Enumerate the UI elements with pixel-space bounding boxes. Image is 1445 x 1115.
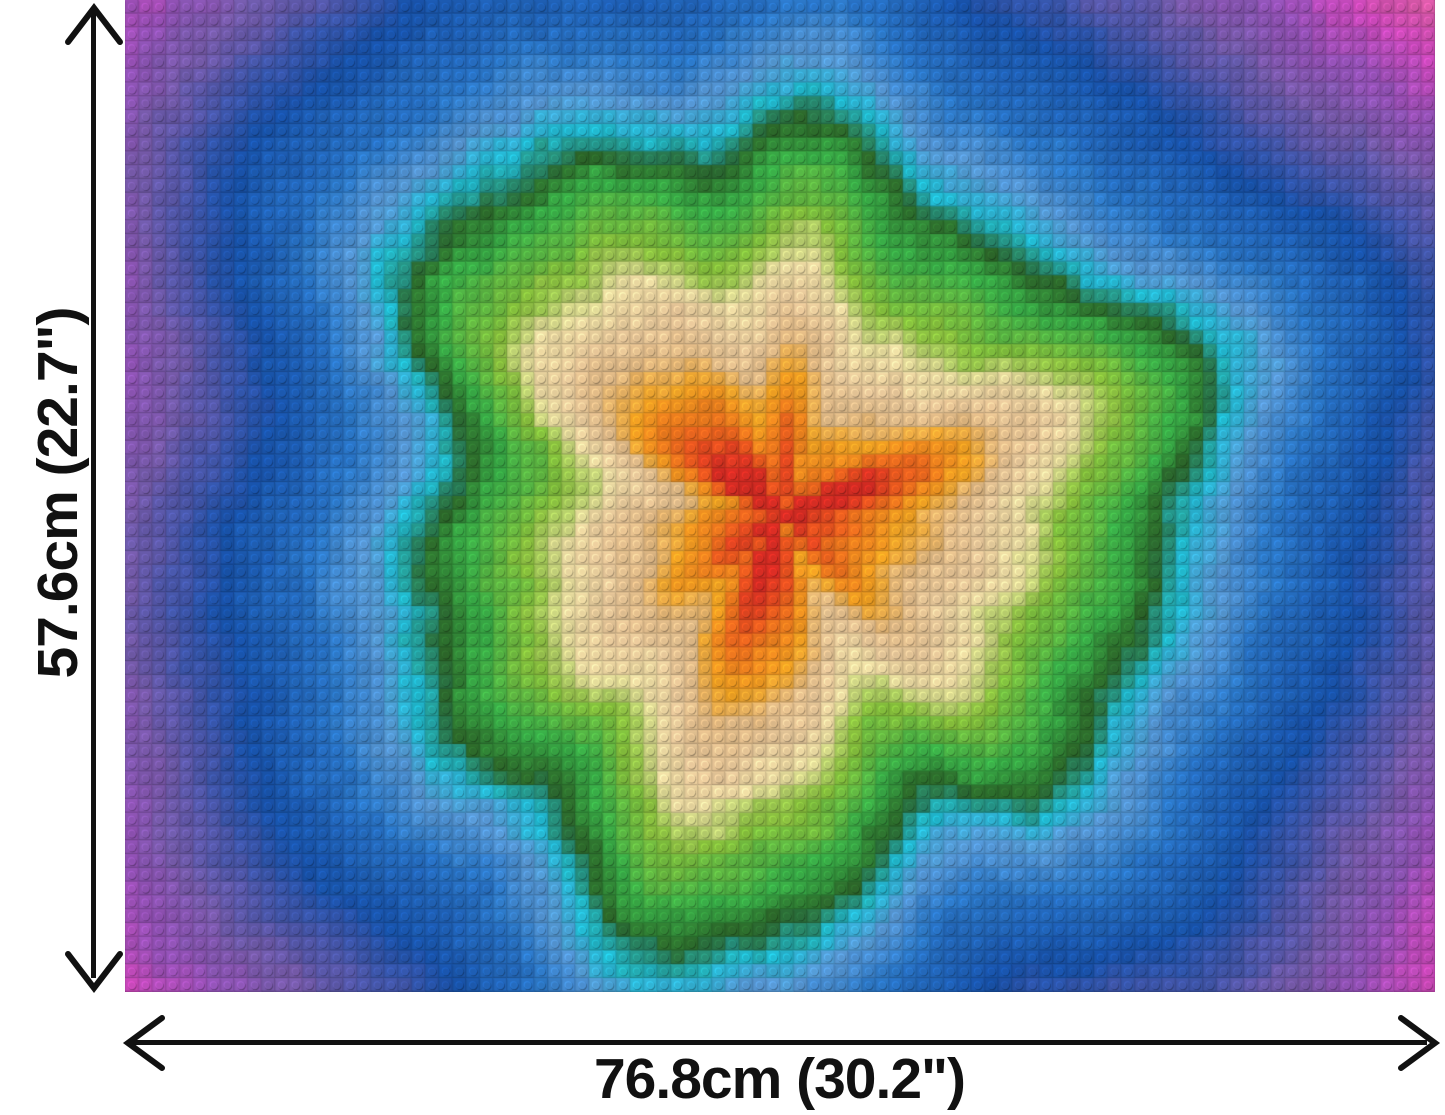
- width-dimension-label: 76.8cm (30.2"): [593, 1047, 966, 1111]
- vertical-arrow-up-icon: [62, 0, 126, 70]
- height-dimension-label: 57.6cm (22.7"): [26, 307, 90, 679]
- horizontal-arrow-right-icon: [1373, 1012, 1443, 1076]
- vertical-arrow-down-icon: [62, 926, 126, 996]
- mosaic-canvas: [125, 0, 1435, 992]
- horizontal-dimension-line: [132, 1040, 1427, 1045]
- vertical-dimension-line: [91, 10, 96, 978]
- brick-mosaic-artwork: [125, 0, 1435, 992]
- horizontal-arrow-left-icon: [120, 1012, 190, 1076]
